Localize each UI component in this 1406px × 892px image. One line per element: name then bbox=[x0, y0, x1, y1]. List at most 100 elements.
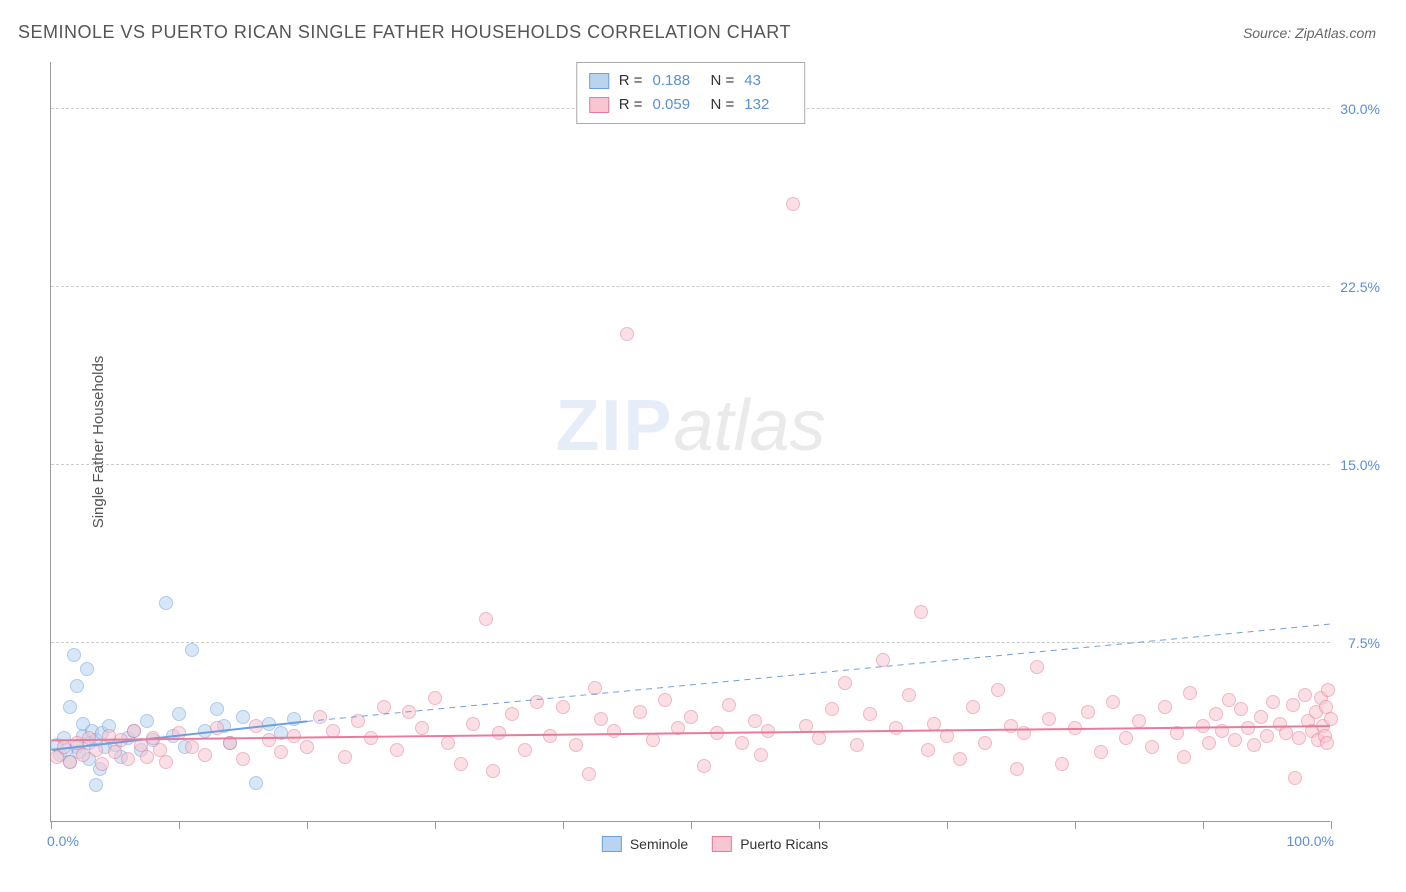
data-point bbox=[940, 729, 954, 743]
data-point bbox=[1241, 721, 1255, 735]
data-point bbox=[249, 719, 263, 733]
data-point bbox=[262, 717, 276, 731]
data-point bbox=[159, 755, 173, 769]
data-point bbox=[274, 726, 288, 740]
source-label: Source: ZipAtlas.com bbox=[1243, 25, 1376, 41]
stats-row: R =0.188N =43 bbox=[589, 69, 793, 93]
data-point bbox=[850, 738, 864, 752]
data-point bbox=[377, 700, 391, 714]
data-point bbox=[351, 714, 365, 728]
data-point bbox=[671, 721, 685, 735]
data-point bbox=[140, 750, 154, 764]
data-point bbox=[67, 648, 81, 662]
data-point bbox=[569, 738, 583, 752]
data-point bbox=[210, 721, 224, 735]
data-point bbox=[172, 707, 186, 721]
x-tick bbox=[307, 821, 308, 829]
chart-title: SEMINOLE VS PUERTO RICAN SINGLE FATHER H… bbox=[18, 22, 791, 43]
data-point bbox=[1106, 695, 1120, 709]
stat-r-label: R = bbox=[619, 93, 643, 117]
data-point bbox=[1320, 736, 1334, 750]
watermark-zip: ZIP bbox=[555, 386, 673, 466]
data-point bbox=[185, 740, 199, 754]
data-point bbox=[210, 702, 224, 716]
data-point bbox=[198, 724, 212, 738]
data-point bbox=[479, 612, 493, 626]
data-point bbox=[735, 736, 749, 750]
data-point bbox=[838, 676, 852, 690]
stats-row: R =0.059N =132 bbox=[589, 93, 793, 117]
data-point bbox=[1298, 688, 1312, 702]
stat-r-value: 0.059 bbox=[653, 93, 701, 117]
data-point bbox=[70, 679, 84, 693]
watermark: ZIPatlas bbox=[555, 385, 825, 467]
data-point bbox=[1132, 714, 1146, 728]
data-point bbox=[1010, 762, 1024, 776]
data-point bbox=[338, 750, 352, 764]
data-point bbox=[754, 748, 768, 762]
data-point bbox=[1196, 719, 1210, 733]
data-point bbox=[1017, 726, 1031, 740]
data-point bbox=[89, 778, 103, 792]
data-point bbox=[80, 662, 94, 676]
stat-n-label: N = bbox=[711, 93, 735, 117]
data-point bbox=[633, 705, 647, 719]
legend-swatch bbox=[602, 836, 622, 852]
data-point bbox=[1068, 721, 1082, 735]
data-point bbox=[454, 757, 468, 771]
y-tick-label: 15.0% bbox=[1332, 457, 1380, 473]
data-point bbox=[786, 197, 800, 211]
data-point bbox=[159, 596, 173, 610]
data-point bbox=[140, 714, 154, 728]
data-point bbox=[402, 705, 416, 719]
data-point bbox=[95, 757, 109, 771]
data-point bbox=[63, 755, 77, 769]
stats-legend: R =0.188N =43R =0.059N =132 bbox=[576, 62, 806, 124]
data-point bbox=[428, 691, 442, 705]
stat-r-value: 0.188 bbox=[653, 69, 701, 93]
stat-r-label: R = bbox=[619, 69, 643, 93]
series-legend: Seminole Puerto Ricans bbox=[602, 836, 828, 852]
data-point bbox=[799, 719, 813, 733]
data-point bbox=[863, 707, 877, 721]
data-point bbox=[466, 717, 480, 731]
data-point bbox=[1288, 771, 1302, 785]
legend-swatch bbox=[589, 73, 609, 89]
data-point bbox=[1260, 729, 1274, 743]
data-point bbox=[620, 327, 634, 341]
data-point bbox=[748, 714, 762, 728]
data-point bbox=[492, 726, 506, 740]
y-tick-label: 7.5% bbox=[1332, 635, 1380, 651]
data-point bbox=[287, 712, 301, 726]
legend-label: Seminole bbox=[630, 836, 688, 852]
data-point bbox=[582, 767, 596, 781]
data-point bbox=[588, 681, 602, 695]
data-point bbox=[825, 702, 839, 716]
trend-lines bbox=[51, 62, 1330, 821]
x-tick bbox=[819, 821, 820, 829]
data-point bbox=[127, 724, 141, 738]
data-point bbox=[1209, 707, 1223, 721]
data-point bbox=[978, 736, 992, 750]
data-point bbox=[1234, 702, 1248, 716]
legend-label: Puerto Ricans bbox=[740, 836, 828, 852]
data-point bbox=[300, 740, 314, 754]
grid-line bbox=[51, 286, 1330, 287]
data-point bbox=[697, 759, 711, 773]
legend-swatch bbox=[589, 97, 609, 113]
watermark-atlas: atlas bbox=[673, 386, 825, 466]
data-point bbox=[658, 693, 672, 707]
x-tick-label: 100.0% bbox=[1287, 833, 1334, 849]
data-point bbox=[390, 743, 404, 757]
data-point bbox=[1286, 698, 1300, 712]
stat-n-label: N = bbox=[711, 69, 735, 93]
data-point bbox=[185, 643, 199, 657]
data-point bbox=[172, 726, 186, 740]
data-point bbox=[236, 752, 250, 766]
chart-area: Single Father Households ZIPatlas R =0.1… bbox=[50, 62, 1380, 822]
scatter-plot: ZIPatlas R =0.188N =43R =0.059N =132 7.5… bbox=[50, 62, 1330, 822]
x-tick bbox=[51, 821, 52, 829]
data-point bbox=[1177, 750, 1191, 764]
data-point bbox=[1222, 693, 1236, 707]
data-point bbox=[274, 745, 288, 759]
